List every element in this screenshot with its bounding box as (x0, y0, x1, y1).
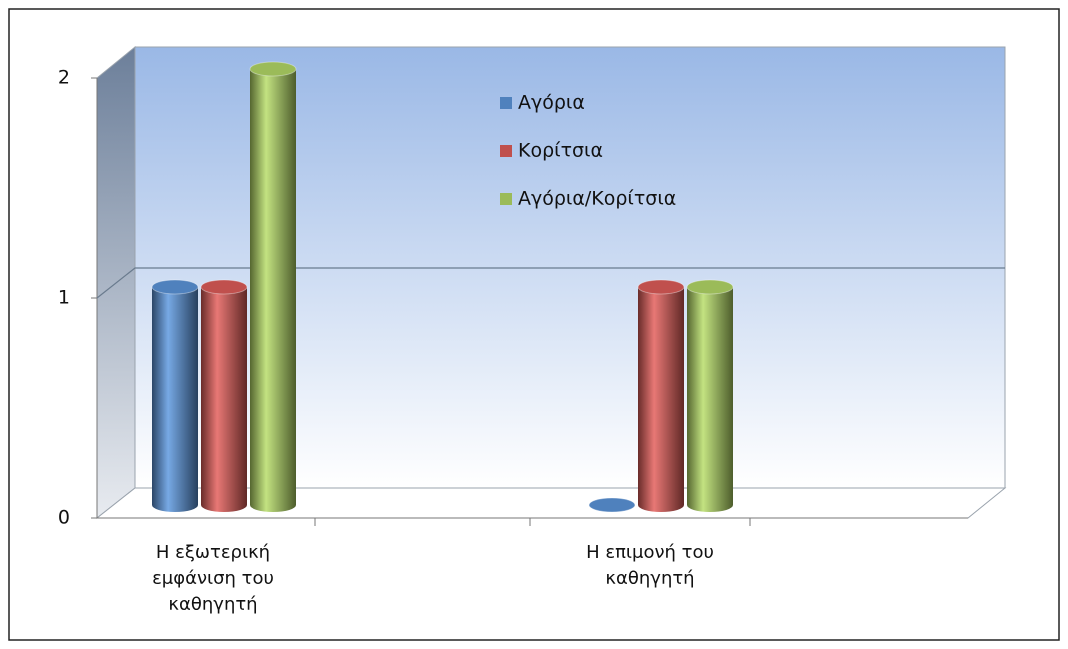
bar-top (588, 497, 636, 513)
legend-label: Αγόρια/Κορίτσια (518, 188, 676, 210)
grid-line (96, 267, 1005, 299)
bar-top (686, 279, 734, 295)
bar (638, 287, 684, 512)
y-tick-label: 0 (58, 507, 70, 529)
y-tick-label: 1 (58, 287, 70, 309)
legend-swatch (500, 97, 512, 109)
bar-top (151, 279, 199, 295)
legend-label: Αγόρια (518, 92, 585, 114)
legend-label: Κορίτσια (518, 140, 603, 162)
bar (687, 287, 733, 512)
bar (250, 69, 296, 512)
bar (152, 287, 198, 512)
legend-swatch (500, 193, 512, 205)
bar-top (637, 279, 685, 295)
legend-swatch (500, 145, 512, 157)
x-tick-label: Η εξωτερική εμφάνιση του καθηγητή (152, 542, 274, 615)
x-tick-label: Η επιμονή του καθηγητή (586, 542, 714, 589)
y-tick-label: 2 (58, 67, 70, 89)
bar (201, 287, 247, 512)
bar-top (200, 279, 248, 295)
bar-top (249, 61, 297, 77)
